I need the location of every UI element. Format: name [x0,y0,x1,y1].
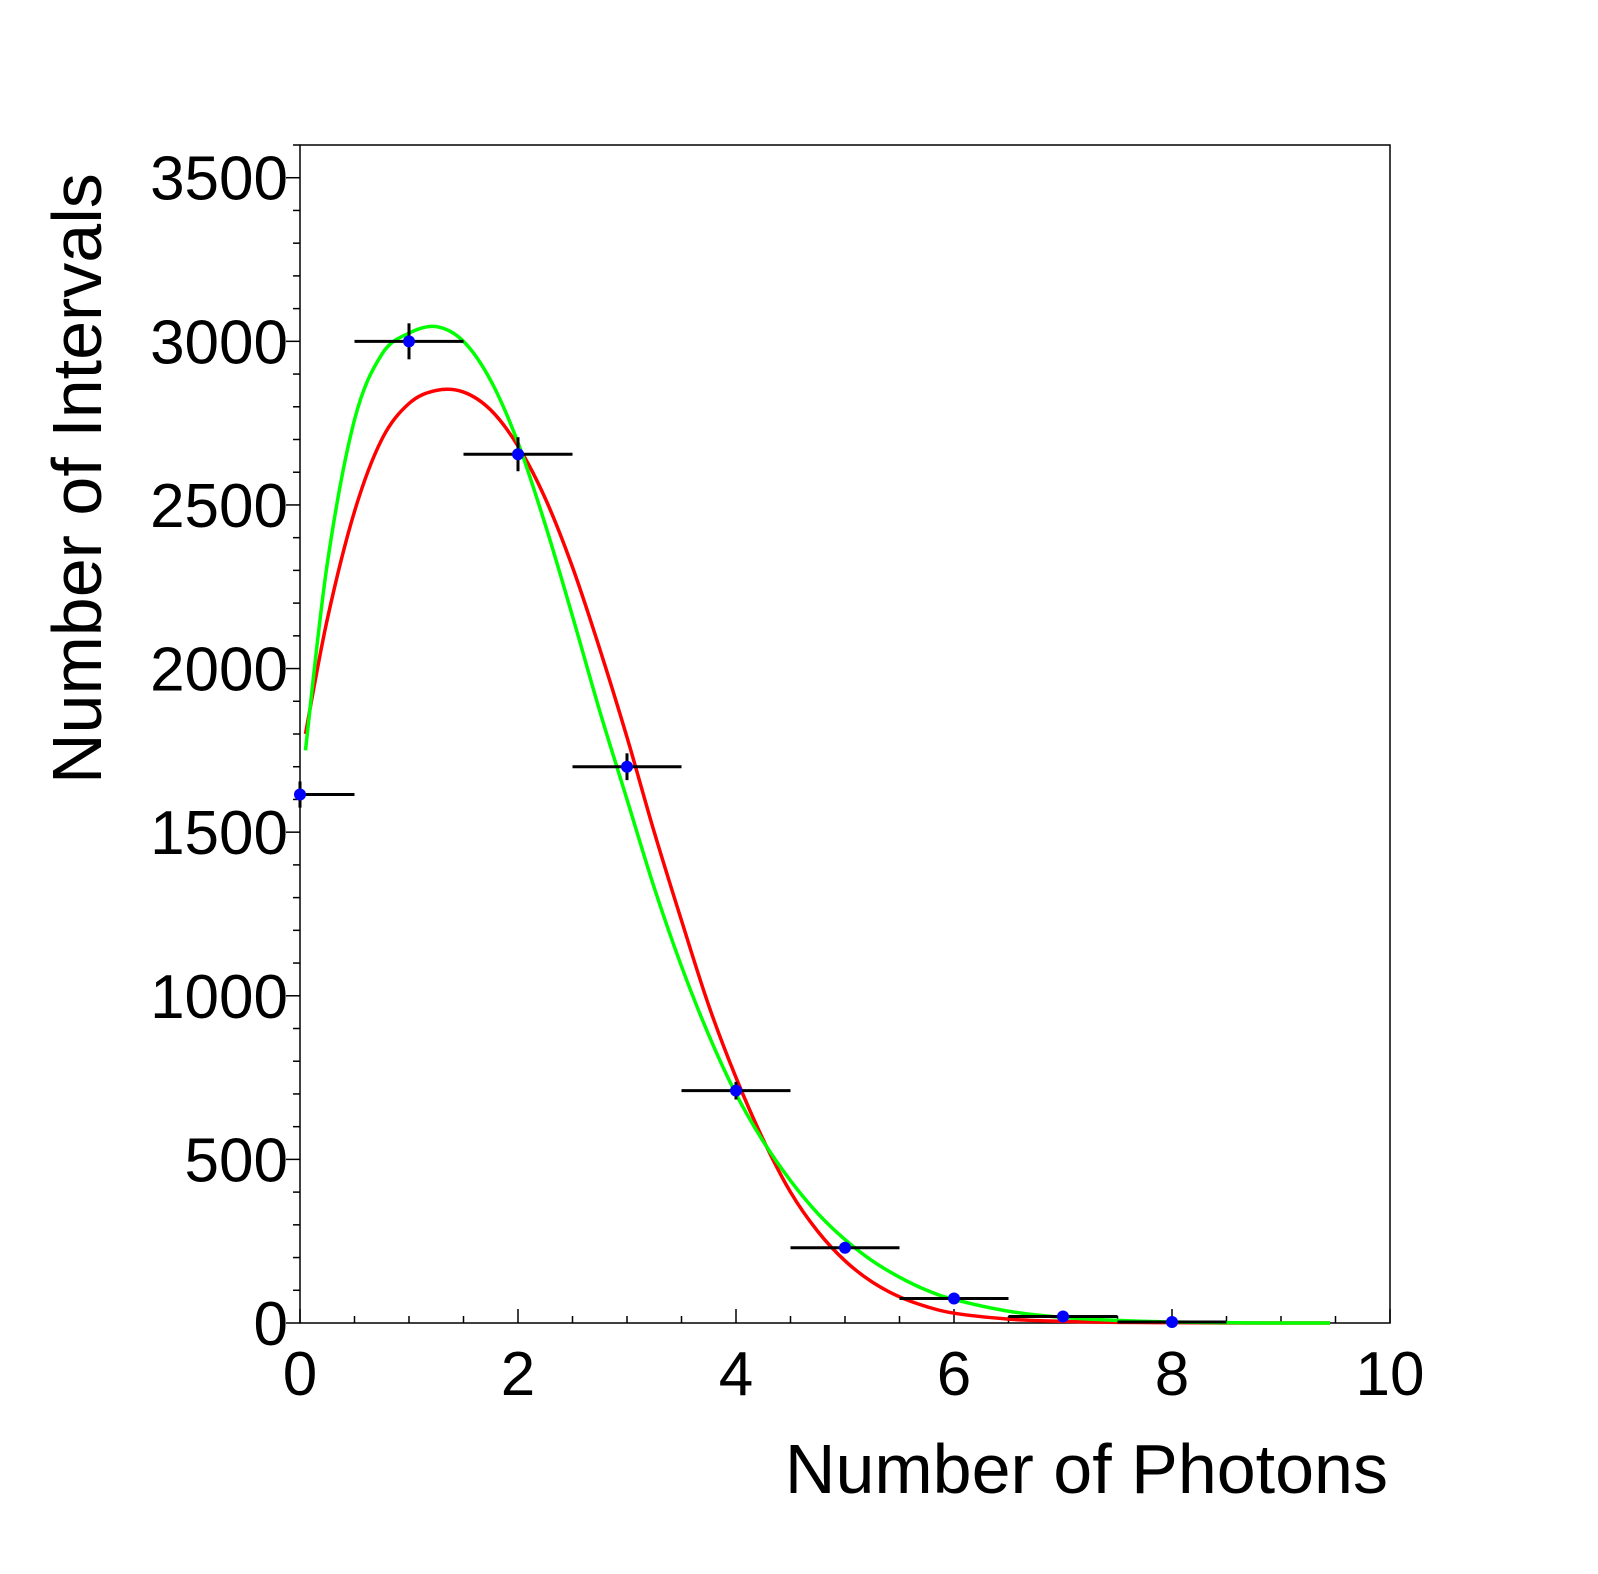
y-tick-label: 0 [254,1290,288,1359]
data-point [463,437,573,472]
x-tick-label: 4 [719,1340,753,1409]
data-marker [512,448,524,461]
data-marker [294,788,306,801]
data-marker [730,1084,742,1097]
data-marker [621,760,633,773]
data-marker [1166,1316,1178,1329]
x-tick-label: 2 [501,1340,535,1409]
y-tick-label: 1000 [150,963,288,1032]
fit-curves [303,324,1331,1325]
data-marker [403,335,415,348]
data-points [294,323,1227,1329]
y-tick-label: 3500 [150,145,288,214]
data-point [899,1292,1009,1305]
x-tick-label: 6 [937,1340,971,1409]
x-axis: 0 2 4 6 8 10 [283,1309,1425,1409]
data-point [681,1081,791,1100]
y-tick-label: 500 [185,1126,288,1195]
x-tick-label: 8 [1155,1340,1189,1409]
x-tick-label: 10 [1356,1340,1425,1409]
x-axis-title: Number of Photons [785,1430,1388,1508]
data-point [1008,1310,1118,1323]
y-tick-label: 2500 [150,472,288,541]
data-point [354,323,464,360]
data-point [572,753,682,781]
data-point [790,1241,900,1254]
data-point [1117,1316,1227,1329]
data-marker [948,1292,960,1305]
y-tick-label: 3000 [150,308,288,377]
data-point [294,781,355,808]
y-axis-title: Number of Intervals [38,173,116,784]
fit-curve-2 [303,324,1331,1325]
data-marker [839,1241,851,1254]
plot-frame [299,144,1391,1324]
x-tick-label: 0 [283,1340,317,1409]
y-tick-label: 2000 [150,636,288,705]
fit-curve-1 [303,387,1331,1325]
y-axis: 0 500 1000 1500 2000 2500 3000 3500 [150,144,300,1359]
y-tick-label: 1500 [150,799,288,868]
data-marker [1057,1310,1069,1323]
